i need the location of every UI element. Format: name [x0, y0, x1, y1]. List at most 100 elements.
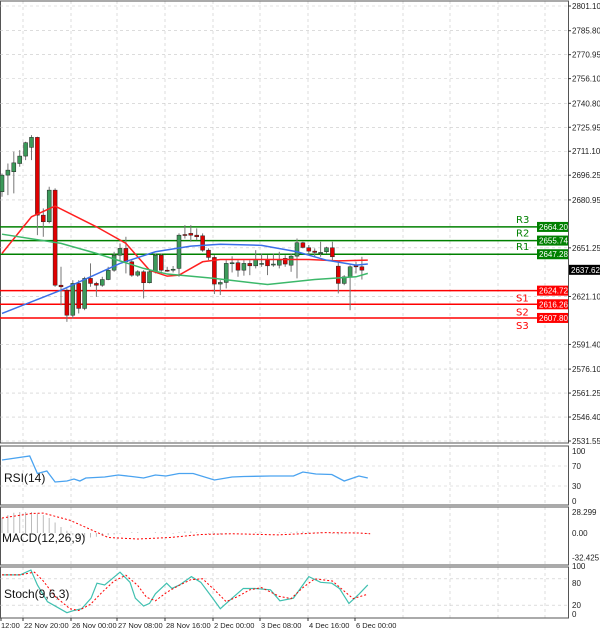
price-axis-label: 2711.10 — [572, 147, 600, 156]
macd-axis-label: 0.00 — [572, 529, 588, 538]
candle-bearish — [164, 269, 170, 272]
candle-bearish — [159, 254, 164, 271]
price-axis-label: 2801.10 — [572, 2, 600, 11]
rsi-title: RSI(14) — [4, 471, 45, 485]
price-axis-label: 2696.25 — [572, 171, 600, 180]
level-label: S3 — [516, 321, 529, 332]
candle-bearish — [188, 233, 194, 236]
candle-bearish — [200, 235, 205, 251]
moving-average-line — [1, 205, 368, 277]
candle-bearish — [76, 283, 81, 309]
price-axis-label: 2756.10 — [572, 75, 600, 84]
candle-bearish — [212, 257, 217, 285]
candle-bearish — [282, 258, 288, 265]
candle-bullish — [341, 276, 347, 284]
price-axis-label: 2621.10 — [572, 292, 600, 301]
time-axis-label: 27 Nov 08:00 — [118, 621, 163, 630]
level-label: R2 — [516, 229, 529, 240]
time-axis-label: 26 Nov 00:00 — [72, 621, 117, 630]
price-axis-label: 2531.55 — [572, 437, 600, 446]
candle-bullish — [223, 263, 229, 283]
price-axis-label: 2546.40 — [572, 413, 600, 422]
candle-bearish — [336, 265, 341, 284]
stoch-title: Stoch(9,6,3) — [4, 587, 69, 601]
macd-axis-label: -32.425 — [572, 553, 600, 562]
candle-bullish — [294, 242, 300, 257]
level-price-tag — [537, 249, 568, 260]
time-axis-label: 3 Dec 08:00 — [261, 621, 301, 630]
candle-bullish — [153, 254, 158, 273]
panel-price — [0, 0, 569, 444]
candle-bullish — [70, 283, 76, 316]
candle-bullish — [111, 254, 117, 271]
current-price-value: 2637.62 — [571, 266, 600, 275]
level-price-value: 2624.72 — [539, 287, 568, 296]
candle-bullish — [218, 282, 223, 285]
time-axis-label: 28 Nov 16:00 — [166, 621, 211, 630]
candle-bearish — [41, 214, 46, 223]
candle-bullish — [135, 271, 140, 276]
price-axis-label: 2591.40 — [572, 340, 600, 349]
level-label: R1 — [516, 242, 529, 253]
level-price-tag — [537, 221, 568, 232]
price-axis-label: 2785.80 — [572, 27, 600, 36]
candle-bullish — [117, 248, 123, 256]
candle-bearish — [265, 259, 270, 267]
panel-stoch — [0, 566, 569, 619]
price-axis-label: 2561.25 — [572, 389, 600, 398]
moving-average-line — [1, 233, 369, 286]
price-axis-label: 2725.95 — [572, 123, 600, 132]
candle-bearish — [52, 189, 58, 286]
stoch-axis-label: 20 — [572, 601, 581, 610]
macd-axis-label: 28.299 — [572, 508, 597, 517]
stoch-axis-label: 80 — [572, 579, 581, 588]
candle-bearish — [141, 271, 146, 284]
level-price-tag — [537, 235, 568, 246]
level-price-value: 2664.20 — [539, 223, 568, 232]
moving-average-line — [1, 243, 368, 315]
candle-bullish — [241, 263, 247, 271]
candle-bullish — [271, 263, 276, 266]
price-axis-label: 2740.80 — [572, 99, 600, 108]
candle-bearish — [330, 247, 335, 258]
level-price-tag — [537, 299, 568, 310]
level-price-value: 2655.74 — [539, 237, 568, 246]
candle-bullish — [17, 155, 22, 164]
rsi-axis-label: 70 — [572, 462, 581, 471]
candle-bearish — [312, 250, 317, 253]
candle-bullish — [23, 142, 28, 157]
candle-bullish — [170, 268, 176, 271]
macd-signal-line — [1, 512, 371, 540]
candle-bullish — [46, 189, 52, 223]
level-price-tag — [537, 285, 568, 296]
candle-bullish — [259, 263, 264, 265]
candle-bullish — [347, 266, 353, 278]
candle-bullish — [229, 262, 235, 265]
candle-bullish — [324, 247, 329, 253]
candle-bullish — [5, 169, 11, 176]
candle-bearish — [123, 248, 129, 263]
panel-macd — [0, 506, 569, 566]
candle-bearish — [235, 262, 241, 271]
candle-bullish — [0, 174, 5, 192]
candle-bearish — [353, 265, 359, 268]
time-axis-label: 2 Dec 00:00 — [214, 621, 254, 630]
candle-bearish — [206, 249, 211, 258]
time-axis-label: 4 Dec 16:00 — [309, 621, 349, 630]
candle-bearish — [300, 242, 306, 248]
candle-bearish — [35, 137, 40, 216]
candle-bullish — [288, 255, 294, 266]
price-axis-label: 2651.25 — [572, 244, 600, 253]
candle-bullish — [318, 252, 323, 254]
stoch-axis-label: 100 — [572, 562, 586, 571]
candle-bearish — [88, 278, 93, 284]
price-axis-label: 2680.95 — [572, 196, 600, 205]
candle-bearish — [94, 283, 99, 286]
candle-bearish — [129, 261, 135, 276]
time-axis-label: 6 Dec 00:00 — [356, 621, 396, 630]
rsi-axis-label: 30 — [572, 482, 581, 491]
candle-bullish — [100, 279, 105, 286]
price-axis-label: 2576.10 — [572, 365, 600, 374]
level-label: S2 — [516, 307, 529, 318]
